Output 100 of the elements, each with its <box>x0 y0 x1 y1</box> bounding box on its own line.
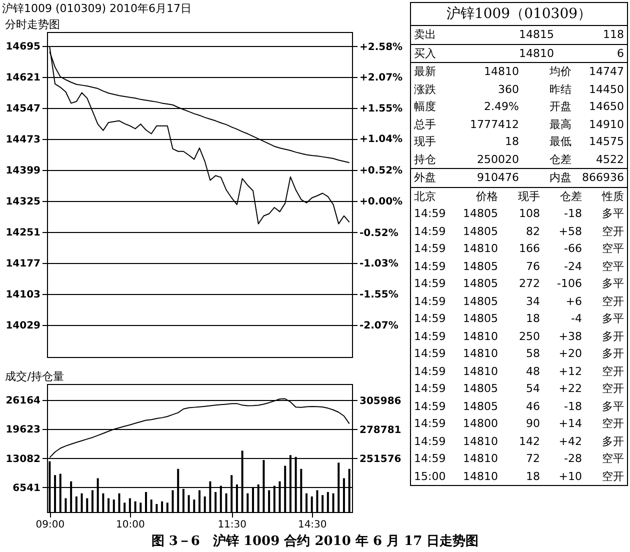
text: 卖出 <box>414 27 437 43</box>
text: 性质 <box>600 188 624 204</box>
text: -18 <box>563 206 582 222</box>
text: 142 <box>518 434 540 450</box>
text: 14:59 <box>414 346 447 362</box>
text: 4522 <box>595 152 624 168</box>
y-tick-label: 6541 <box>12 482 41 494</box>
x-tick-label: 14:30 <box>298 520 327 530</box>
x-tick-label: 10:00 <box>116 520 145 530</box>
text: +38 <box>558 328 582 344</box>
text: 空平 <box>601 241 624 257</box>
text: 166 <box>518 241 540 257</box>
text: -66 <box>563 241 582 257</box>
y2-tick-label: +1.55% <box>360 104 403 115</box>
text: 46 <box>525 398 540 414</box>
y-tick-label: 13082 <box>6 454 41 465</box>
text: 14815 <box>518 27 554 43</box>
text: +14 <box>558 416 582 432</box>
text: 空开 <box>601 416 624 432</box>
text: 14810 <box>462 451 498 467</box>
text: 外盘 <box>414 170 437 186</box>
text: 14:59 <box>414 224 447 240</box>
text: 118 <box>602 27 624 43</box>
text: +12 <box>558 364 582 380</box>
y-tick-label: 19623 <box>6 424 41 436</box>
text: 14:59 <box>414 381 447 397</box>
text: 14810 <box>462 328 498 344</box>
text: 仓差 <box>559 188 582 204</box>
text: 14805 <box>462 294 498 310</box>
text: 14800 <box>462 416 498 432</box>
text: 空开 <box>601 468 624 484</box>
text: 14910 <box>588 116 624 132</box>
text: 14:59 <box>414 451 447 467</box>
y2-tick-label: -1.03% <box>360 258 398 270</box>
x-tick-label: 09:00 <box>36 520 65 530</box>
text: 2.49% <box>483 99 519 115</box>
text: 现手 <box>414 134 437 150</box>
text: +58 <box>558 224 582 240</box>
text: 14575 <box>588 134 624 150</box>
y-tick-label: 14029 <box>6 320 41 332</box>
text: 72 <box>525 451 540 467</box>
text: -28 <box>563 451 582 467</box>
text: 14:59 <box>414 434 447 450</box>
text: 14810 <box>518 46 554 62</box>
y-tick-label: 14325 <box>6 196 41 208</box>
text: 多开 <box>601 346 624 362</box>
text: 14805 <box>462 206 498 222</box>
text: +20 <box>558 346 582 362</box>
y-tick-label: 14399 <box>6 166 41 177</box>
text: -18 <box>563 398 582 414</box>
text: 14650 <box>588 99 624 115</box>
text: 14805 <box>462 381 498 397</box>
text: 多平 <box>601 276 624 292</box>
text: 14:59 <box>414 398 447 414</box>
text: 76 <box>525 258 540 274</box>
chart-title: 成交/持仓量 <box>5 370 64 383</box>
text: 均价 <box>548 64 572 80</box>
text: 14810 <box>462 468 498 484</box>
text: 14805 <box>462 276 498 292</box>
text: 空开 <box>601 381 624 397</box>
y-tick-label: 14103 <box>6 290 41 301</box>
text: 34 <box>525 294 540 310</box>
text: 最低 <box>548 134 572 150</box>
text: 仓差 <box>548 152 572 168</box>
text: 空开 <box>601 364 624 380</box>
text: 15:00 <box>414 468 447 484</box>
text: 北京 <box>414 188 437 204</box>
y-tick-label: 14695 <box>6 42 41 53</box>
text: 14:59 <box>414 416 447 432</box>
text: 开盘 <box>548 99 572 115</box>
text: -24 <box>563 258 582 274</box>
text: 14:59 <box>414 206 447 222</box>
text: 250 <box>518 328 540 344</box>
text: 14810 <box>462 434 498 450</box>
text: 14:59 <box>414 328 447 344</box>
text: 14805 <box>462 311 498 327</box>
chart-title: 沪锌1009 (010309) 2010年6月17日 <box>2 1 192 16</box>
text: -4 <box>570 311 582 327</box>
text: +6 <box>564 294 582 310</box>
text: 现手 <box>517 188 540 204</box>
text: 空开 <box>601 224 624 240</box>
text: 最高 <box>548 116 572 132</box>
text: 14747 <box>588 64 624 80</box>
text: 14:59 <box>414 276 447 292</box>
text: 空平 <box>601 258 624 274</box>
text: 14810 <box>462 364 498 380</box>
y2-tick-label: 278781 <box>360 424 402 436</box>
y-tick-label: 14177 <box>6 258 41 270</box>
text: 6 <box>616 46 624 62</box>
caption: 图 3－6 沪锌 1009 合约 2010 年 6 月 17 日走势图 <box>150 532 480 550</box>
text: 48 <box>525 364 540 380</box>
text: 沪锌1009（010309） <box>411 3 627 26</box>
text: 14810 <box>462 346 498 362</box>
text: 82 <box>525 224 540 240</box>
text: 昨结 <box>548 82 572 98</box>
y-tick-label: 14547 <box>6 104 41 115</box>
x-tick-label: 11:30 <box>218 520 247 530</box>
text: 90 <box>525 416 540 432</box>
text: 108 <box>518 206 540 222</box>
text: 幅度 <box>414 99 437 115</box>
